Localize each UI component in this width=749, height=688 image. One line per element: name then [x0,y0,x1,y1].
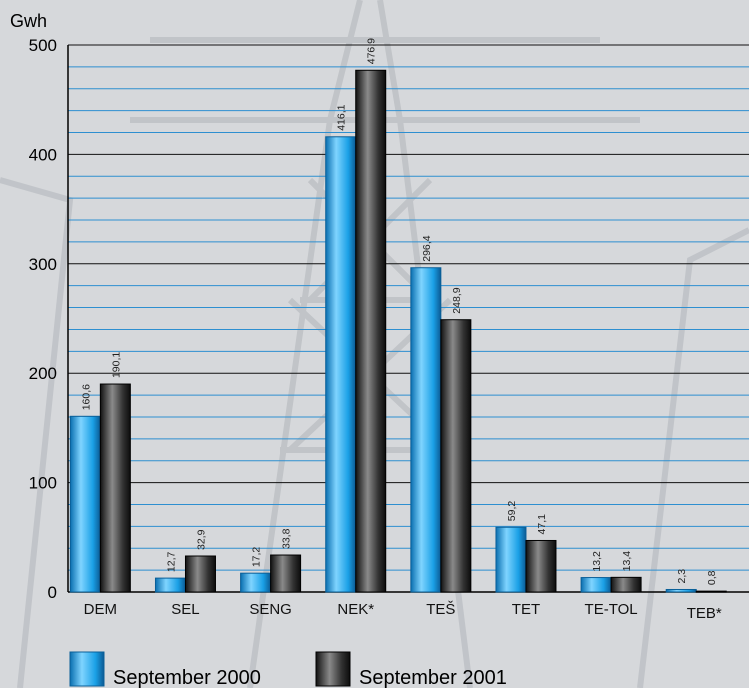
bar-sept-2001 [270,554,302,593]
bar-sept-2001 [695,590,727,593]
data-label: 47,1 [536,514,548,535]
bar-sept-2001 [610,576,642,593]
bar-sept-2000 [154,577,186,593]
x-tick-label: TEŠ [426,601,455,618]
data-label: 59,2 [506,501,518,522]
x-tick-label: TET [512,601,540,618]
legend-swatch [315,651,351,687]
y-tick-label: 0 [48,583,57,602]
y-tick-label: 300 [29,255,57,274]
legend-label: September 2001 [359,667,507,688]
bar-sept-2001 [525,539,557,593]
y-tick-label: 400 [29,145,57,164]
data-label: 190,1 [110,352,122,378]
bar-sept-2000 [325,136,357,593]
bar-sept-2000 [495,526,527,593]
bar-sept-2001 [184,555,216,593]
x-tick-label: SEL [171,601,199,618]
data-label: 296,4 [421,235,433,261]
legend: September 2000 September 2001 [69,651,507,688]
bar-sept-2000 [665,588,697,593]
data-label: 476,9 [366,38,378,64]
legend-swatch [69,651,105,687]
data-label: 12,7 [165,552,177,573]
data-label: 17,2 [251,547,263,568]
data-label: 33,8 [281,528,293,549]
data-label: 248,9 [451,287,463,313]
legend-label: September 2000 [113,667,261,688]
bar-sept-2001 [355,69,387,593]
x-tick-label: SENG [249,601,292,618]
x-tick-label: TE-TOL [585,601,638,618]
y-tick-label: 200 [29,364,57,383]
x-tick-label: NEK* [337,601,374,618]
y-tick-label: 100 [29,474,57,493]
y-tick-label: 500 [29,36,57,55]
y-axis-title: Gwh [10,11,47,31]
data-label: 416,1 [336,104,348,130]
data-label: 13,2 [591,551,603,572]
bar-sept-2001 [440,319,472,593]
bar-sept-2001 [99,383,131,593]
bar-sept-2000 [240,572,272,593]
plot-area: 0 100 200 300 400 500 160,6 190,1 DEM 12,7 32,9 SEL… [29,36,749,622]
data-label: 160,6 [80,384,92,410]
data-label: 2,3 [676,569,688,584]
data-label: 32,9 [195,529,207,550]
data-label: 13,4 [621,551,633,572]
bar-sept-2000 [410,267,442,593]
x-tick-label: DEM [84,601,117,618]
bar-sept-2000 [69,415,101,593]
data-label: 0,8 [706,570,718,585]
bar-sept-2000 [580,577,612,593]
x-tick-label: TEB* [687,605,722,622]
